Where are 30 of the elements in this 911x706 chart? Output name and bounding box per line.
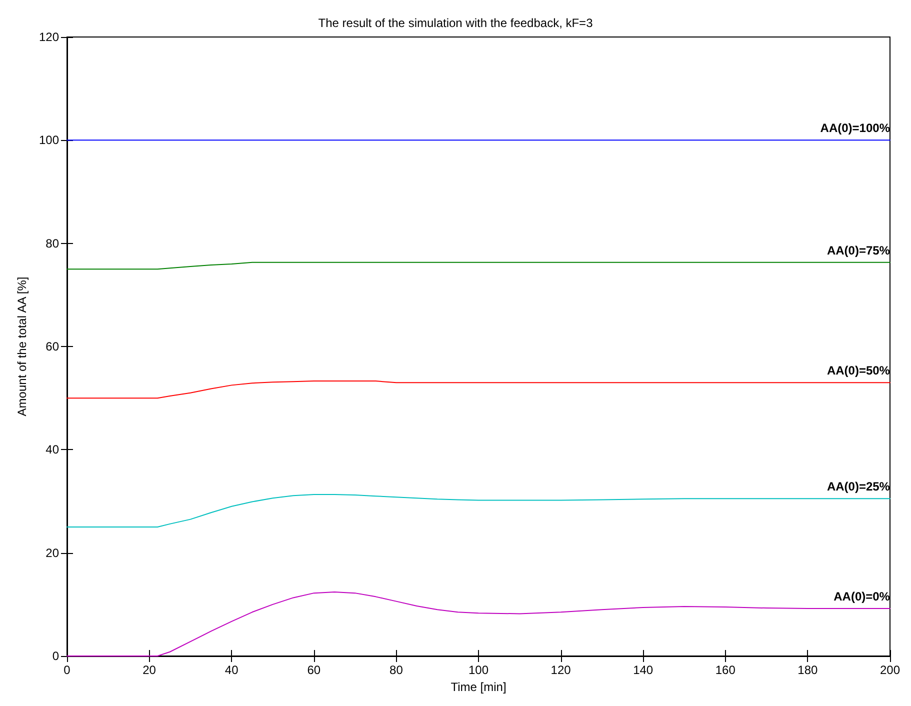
series-label: AA(0)=75% <box>826 243 890 258</box>
x-tick-label: 160 <box>715 663 736 677</box>
line-series <box>66 592 890 656</box>
x-tick-label: 100 <box>468 663 489 677</box>
y-tick-label: 0 <box>52 649 60 663</box>
y-tick-label: 100 <box>38 133 60 148</box>
y-tick-label: 20 <box>46 546 60 560</box>
series-label: AA(0)=0% <box>834 590 890 604</box>
x-tick-label: 20 <box>142 663 156 677</box>
x-tick-label: 140 <box>633 663 654 677</box>
series-label: AA(0)=50% <box>826 364 890 378</box>
y-tick-label: 80 <box>46 236 60 250</box>
x-axis-title: Time [min] <box>450 680 506 694</box>
line-series <box>66 380 890 399</box>
line-series <box>66 262 890 270</box>
x-tick-label: 0 <box>64 663 71 677</box>
y-axis-title: Amount of the total AA [%] <box>15 276 30 416</box>
y-tick-label: 40 <box>46 442 60 457</box>
x-tick-label: 180 <box>798 663 818 677</box>
x-tick-label: 60 <box>307 663 321 677</box>
y-tick-label: 120 <box>38 30 60 44</box>
series-label: AA(0)=100% <box>820 121 890 136</box>
line-series <box>66 494 890 528</box>
x-tick-label: 120 <box>550 663 572 677</box>
x-tick-label: 80 <box>390 663 404 677</box>
x-tick-label: 40 <box>224 663 239 677</box>
chart-title: The result of the simulation with the feedback, kF=3 <box>318 16 594 30</box>
y-tick-label: 60 <box>46 340 60 354</box>
x-tick-label: 200 <box>880 663 900 677</box>
series-label: AA(0)=25% <box>826 480 890 494</box>
